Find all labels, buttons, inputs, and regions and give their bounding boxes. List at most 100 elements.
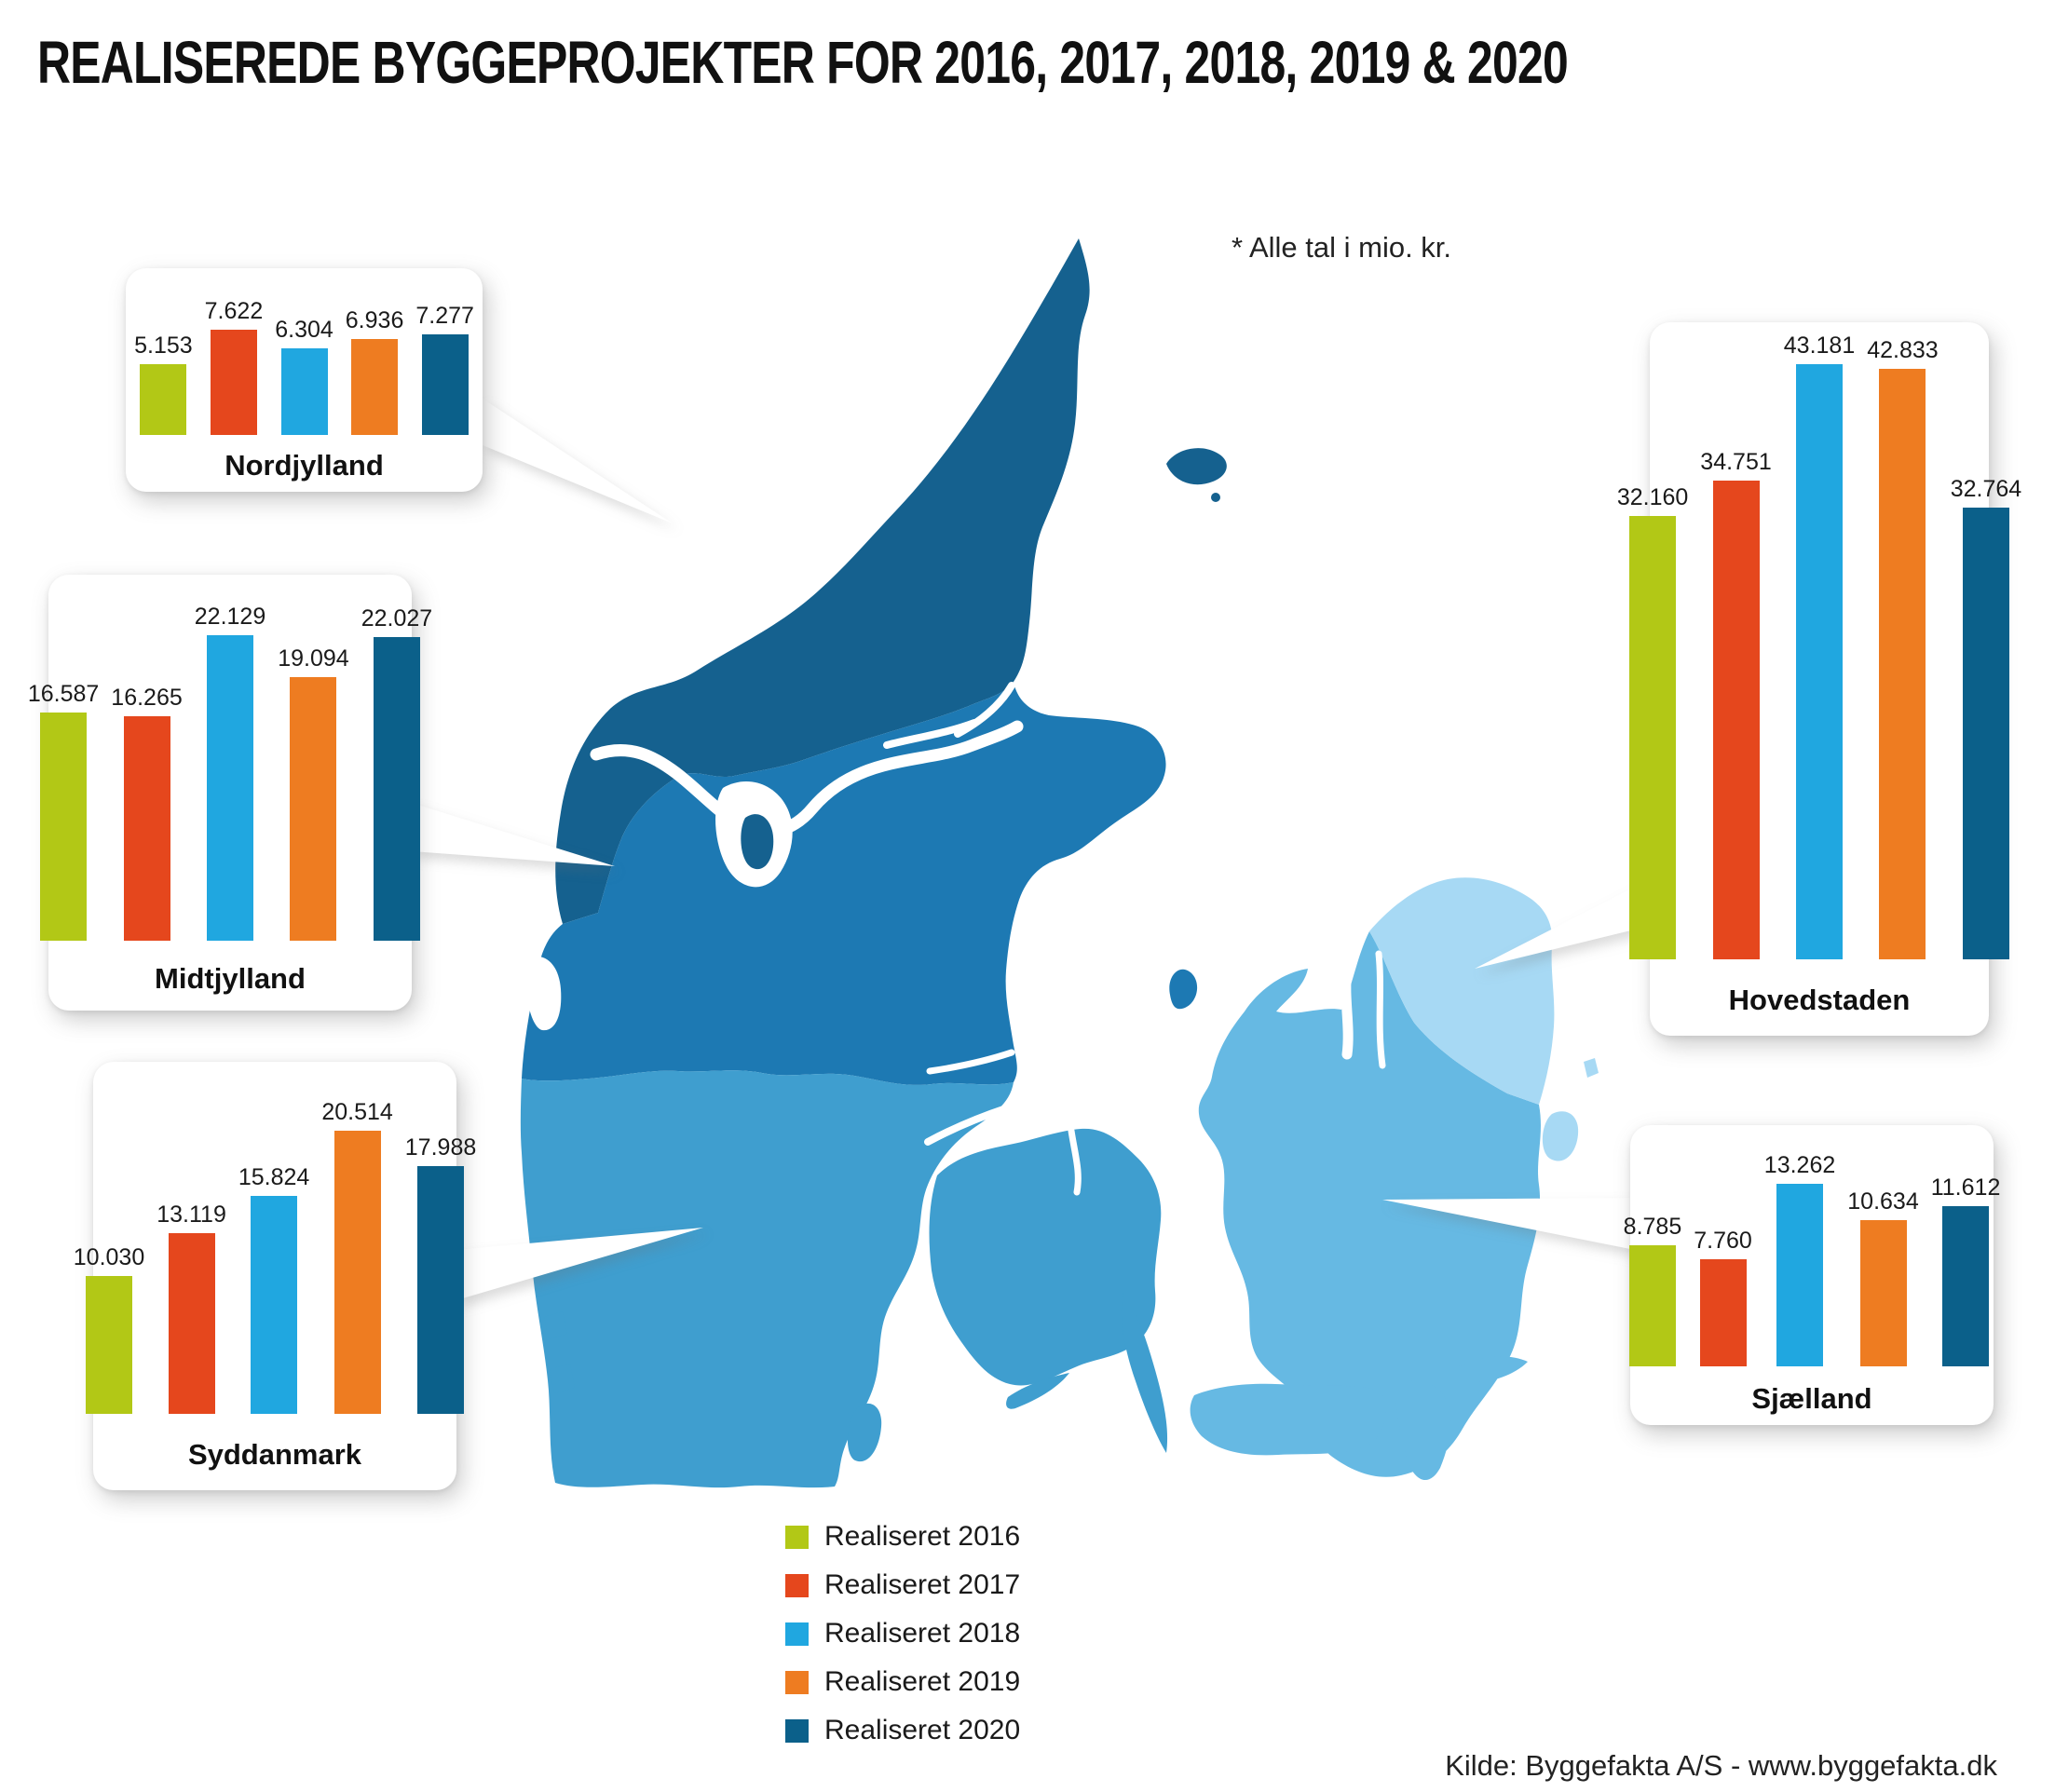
chart-legend: Realiseret 2016 Realiseret 2017 Realiseret… <box>785 1521 1020 1768</box>
bar-value-label: 19.094 <box>278 645 349 672</box>
bar-realiseret-2018 <box>251 1196 298 1414</box>
bar-realiseret-2017 <box>1699 1259 1747 1366</box>
bar-realiseret-2020 <box>417 1166 465 1414</box>
bar-chart-sjaelland: 8.785 7.760 13.262 10.634 11.612 <box>1624 1152 2000 1366</box>
map-island-falster <box>1395 1380 1451 1481</box>
region-title-sjaelland: Sjælland <box>1751 1382 1872 1415</box>
bar-value-label: 11.612 <box>1930 1174 2001 1201</box>
fjord-overlays <box>590 682 1386 1196</box>
bar-realiseret-2016 <box>86 1276 132 1414</box>
bar-chart-syddanmark: 10.030 13.119 15.824 20.514 17.988 <box>74 1099 476 1414</box>
map-island-moen <box>1455 1356 1528 1383</box>
bar-group: 6.936 <box>345 307 404 435</box>
map-island-saltholm <box>1584 1058 1599 1078</box>
bar-realiseret-2018 <box>1776 1184 1824 1366</box>
legend-item: Realiseret 2020 <box>785 1715 1020 1745</box>
map-island-aeroe <box>1006 1373 1069 1409</box>
bar-value-label: 20.514 <box>321 1099 393 1125</box>
bar-value-label: 5.153 <box>134 333 193 359</box>
bar-value-label: 16.265 <box>111 685 183 711</box>
bar-value-label: 7.277 <box>415 303 474 329</box>
bar-group: 22.129 <box>195 604 265 941</box>
bar-value-label: 34.751 <box>1700 449 1772 475</box>
bar-group: 16.587 <box>28 681 99 941</box>
bar-group: 43.181 <box>1784 333 1855 959</box>
bar-value-label: 8.785 <box>1623 1214 1682 1240</box>
bar-group: 7.622 <box>205 298 263 435</box>
bar-value-label: 43.181 <box>1783 333 1856 359</box>
callout-nordjylland: 5.153 7.622 6.304 6.936 7.277 Nordjylland <box>126 268 483 492</box>
bar-value-label: 6.936 <box>345 307 404 333</box>
bar-chart-hovedstaden: 32.160 34.751 43.181 42.833 32.764 <box>1617 333 2021 959</box>
bar-group: 13.262 <box>1764 1152 1835 1366</box>
bar-realiseret-2018 <box>280 348 328 435</box>
legend-item: Realiseret 2018 <box>785 1618 1020 1649</box>
bar-value-label: 13.262 <box>1763 1152 1836 1178</box>
bar-realiseret-2020 <box>421 334 469 435</box>
bar-realiseret-2017 <box>123 716 170 941</box>
bar-value-label: 42.833 <box>1867 337 1939 363</box>
bar-value-label: 7.760 <box>1694 1228 1752 1254</box>
bar-value-label: 22.129 <box>194 604 266 630</box>
bar-value-label: 32.764 <box>1950 476 2022 502</box>
bar-group: 7.277 <box>415 303 474 435</box>
map-island-amager <box>1542 1111 1579 1161</box>
bar-group: 42.833 <box>1867 337 1939 959</box>
map-region-sjaelland <box>1198 931 1541 1477</box>
bar-realiseret-2016 <box>140 364 187 435</box>
region-title-syddanmark: Syddanmark <box>187 1438 362 1471</box>
pointer-nordjylland <box>483 399 673 523</box>
bar-value-label: 17.988 <box>404 1134 477 1161</box>
bar-group: 10.030 <box>74 1244 144 1414</box>
legend-swatch-2020 <box>785 1718 809 1743</box>
bar-realiseret-2017 <box>168 1233 215 1414</box>
bar-value-label: 6.304 <box>275 317 333 343</box>
legend-swatch-2018 <box>785 1622 809 1646</box>
map-island-lolland <box>1190 1383 1386 1456</box>
legend-label: Realiseret 2019 <box>824 1666 1021 1697</box>
bar-value-label: 10.030 <box>73 1244 145 1270</box>
bar-value-label: 10.634 <box>1847 1188 1919 1215</box>
bar-group: 8.785 <box>1623 1214 1682 1366</box>
callout-midtjylland: 16.587 16.265 22.129 19.094 22.027 Midtjyllan… <box>28 575 432 1011</box>
legend-item: Realiseret 2019 <box>785 1666 1020 1697</box>
region-title-hovedstaden: Hovedstaden <box>1728 984 1911 1016</box>
map-region-hovedstaden <box>1369 877 1555 1105</box>
legend-label: Realiseret 2020 <box>824 1715 1021 1745</box>
bar-value-label: 15.824 <box>238 1164 310 1190</box>
bar-group: 6.304 <box>275 317 333 435</box>
map-region-nordjylland <box>555 238 1090 924</box>
callout-hovedstaden: 32.160 34.751 43.181 42.833 32.764 Hovedstade… <box>1617 322 2021 1036</box>
legend-item: Realiseret 2017 <box>785 1569 1020 1600</box>
bar-realiseret-2020 <box>1942 1206 1990 1366</box>
bar-realiseret-2018 <box>207 635 253 941</box>
map-island-mors <box>741 814 774 870</box>
bar-realiseret-2019 <box>1879 369 1926 959</box>
legend-label: Realiseret 2017 <box>824 1569 1021 1600</box>
bar-value-label: 16.587 <box>27 681 100 707</box>
bar-value-label: 32.160 <box>1616 484 1689 510</box>
bar-realiseret-2020 <box>1962 508 2009 959</box>
callout-syddanmark: 10.030 13.119 15.824 20.514 17.988 Syddanmark <box>74 1062 476 1490</box>
map-region-syddanmark <box>520 1070 1014 1488</box>
pointer-syddanmark <box>456 1228 703 1300</box>
legend-swatch-2017 <box>785 1573 809 1597</box>
bar-group: 17.988 <box>405 1134 476 1414</box>
bar-group: 10.634 <box>1847 1188 1919 1366</box>
map-island-laesoe <box>1166 448 1227 485</box>
map-island-roemoe <box>550 1364 575 1393</box>
map-island-fyn <box>929 1128 1162 1386</box>
bar-group: 32.160 <box>1617 484 1688 959</box>
bar-group: 20.514 <box>321 1099 393 1414</box>
bar-group: 19.094 <box>278 645 349 941</box>
bar-group: 16.265 <box>111 685 183 941</box>
callout-sjaelland: 8.785 7.760 13.262 10.634 11.612 Sjælland <box>1624 1125 2000 1425</box>
bar-realiseret-2016 <box>1629 516 1677 959</box>
map-island-fanoe <box>544 1311 567 1339</box>
bar-group: 11.612 <box>1930 1174 2001 1366</box>
bar-group: 15.824 <box>238 1164 309 1414</box>
map-island-als <box>847 1403 882 1462</box>
